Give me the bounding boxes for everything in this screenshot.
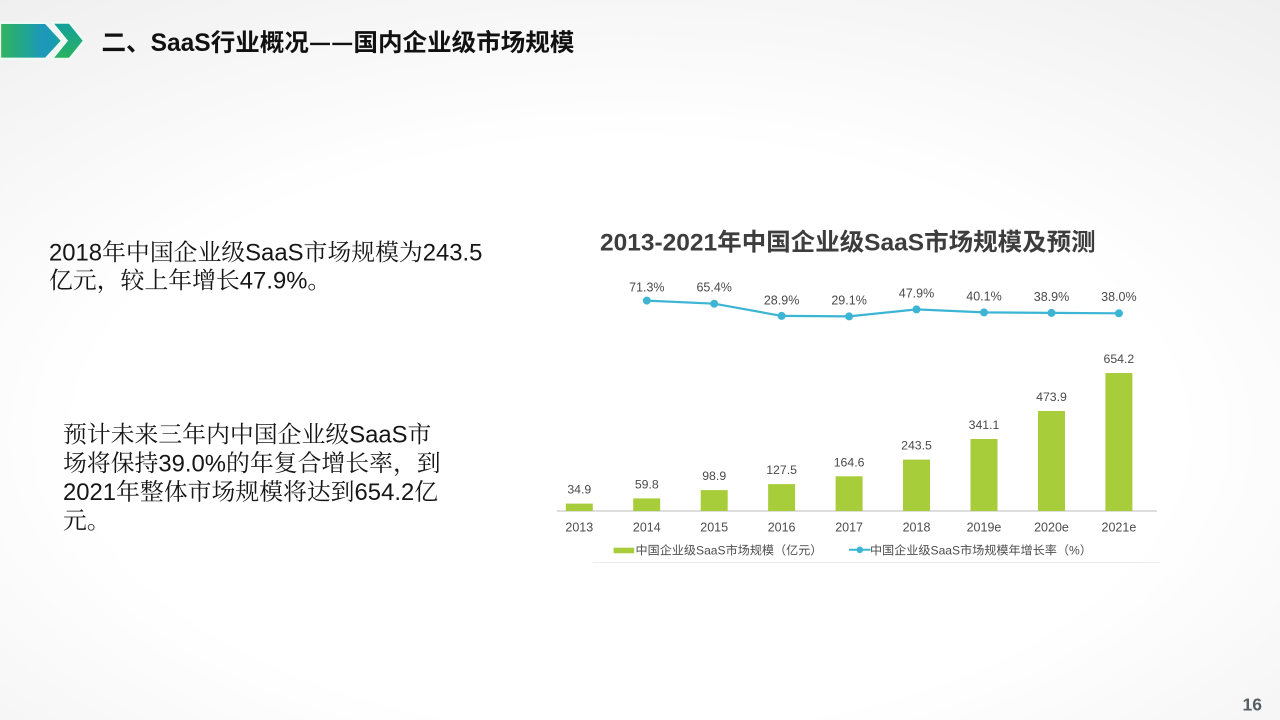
svg-text:2019e: 2019e xyxy=(967,521,1002,535)
svg-text:47.9%: 47.9% xyxy=(899,287,934,301)
svg-text:59.8: 59.8 xyxy=(635,477,659,491)
svg-text:29.1%: 29.1% xyxy=(831,294,866,308)
svg-text:473.9: 473.9 xyxy=(1036,390,1067,404)
svg-text:2017: 2017 xyxy=(835,521,863,535)
svg-text:SaaS: SaaS xyxy=(151,30,211,57)
svg-text:654.2: 654.2 xyxy=(355,479,415,506)
svg-text:2021: 2021 xyxy=(63,479,116,506)
svg-text:34.9: 34.9 xyxy=(567,483,591,497)
svg-text:SaaS: SaaS xyxy=(696,544,726,558)
svg-text:38.9%: 38.9% xyxy=(1034,290,1069,304)
svg-text:2016: 2016 xyxy=(768,521,796,535)
svg-text:2020e: 2020e xyxy=(1034,521,1069,535)
svg-text:71.3%: 71.3% xyxy=(629,281,664,295)
svg-text:243.5: 243.5 xyxy=(901,439,932,453)
svg-text:2014: 2014 xyxy=(633,521,661,535)
svg-text:127.5: 127.5 xyxy=(766,463,797,477)
svg-text:SaaS: SaaS xyxy=(931,544,961,558)
svg-text:2018: 2018 xyxy=(49,240,102,267)
svg-text:40.1%: 40.1% xyxy=(966,290,1001,304)
svg-text:98.9: 98.9 xyxy=(702,469,726,483)
svg-text:SaaS: SaaS xyxy=(349,422,407,449)
svg-text:39.0%: 39.0% xyxy=(158,450,226,477)
svg-text:341.1: 341.1 xyxy=(969,418,1000,432)
svg-text:SaaS: SaaS xyxy=(245,240,303,267)
svg-text:38.0%: 38.0% xyxy=(1101,290,1136,304)
svg-text:65.4%: 65.4% xyxy=(696,281,731,295)
svg-text:2018: 2018 xyxy=(903,521,931,535)
svg-text:28.9%: 28.9% xyxy=(764,294,799,308)
svg-text:2015: 2015 xyxy=(700,521,728,535)
svg-text:SaaS: SaaS xyxy=(864,230,924,257)
svg-text:243.5: 243.5 xyxy=(423,240,483,267)
svg-text:2021e: 2021e xyxy=(1102,521,1137,535)
svg-text:654.2: 654.2 xyxy=(1104,352,1135,366)
svg-text:164.6: 164.6 xyxy=(834,455,865,469)
svg-text:%: % xyxy=(1069,544,1080,558)
svg-text:47.9%: 47.9% xyxy=(240,268,308,295)
svg-text:2013: 2013 xyxy=(565,521,593,535)
svg-text:16: 16 xyxy=(1243,695,1263,715)
svg-text:2013-2021: 2013-2021 xyxy=(600,230,717,257)
